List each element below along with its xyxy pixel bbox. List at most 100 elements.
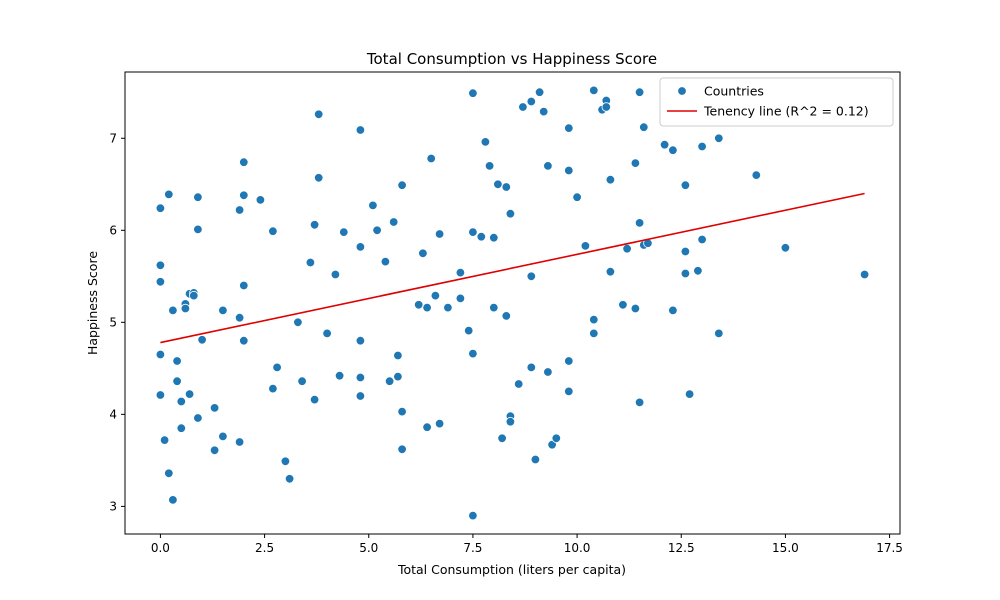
- scatter-point-30: [234, 437, 245, 447]
- scatter-point-70: [422, 422, 432, 432]
- scatter-point-43: [305, 257, 316, 268]
- scatter-point-6: [164, 189, 174, 200]
- scatter-point-57: [368, 200, 378, 211]
- scatter-point-53: [355, 242, 366, 252]
- scatter-point-50: [334, 371, 345, 381]
- scatter-point-81: [468, 348, 478, 359]
- scatter-point-15: [180, 303, 191, 314]
- x-tick-label: 7.5: [463, 541, 482, 555]
- scatter-point-131: [659, 139, 670, 150]
- scatter-point-108: [564, 165, 574, 176]
- scatter-point-123: [630, 158, 641, 168]
- scatter-point-88: [493, 179, 503, 190]
- scatter-point-59: [380, 256, 391, 267]
- scatter-point-4: [155, 390, 166, 400]
- scatter-point-124: [630, 303, 641, 314]
- scatter-point-34: [239, 336, 249, 346]
- scatter-point-2: [155, 277, 166, 287]
- scatter-point-86: [489, 232, 499, 243]
- x-tick-label: 5.0: [359, 541, 378, 555]
- scatter-point-47: [314, 173, 324, 183]
- scatter-point-27: [218, 431, 228, 442]
- scatter-point-7: [164, 468, 174, 479]
- scatter-point-135: [680, 246, 691, 257]
- scatter-point-36: [268, 226, 278, 236]
- scatter-point-29: [234, 313, 245, 323]
- scatter-point-90: [501, 182, 512, 192]
- scatter-point-78: [464, 325, 474, 336]
- trend-line: [160, 192, 865, 344]
- scatter-point-9: [168, 495, 178, 505]
- scatter-point-60: [384, 376, 395, 386]
- x-tick-label: 12.5: [668, 541, 695, 555]
- scatter-point-35: [255, 195, 266, 205]
- scatter-point-3: [155, 349, 166, 360]
- scatter-point-68: [418, 248, 428, 259]
- y-tick-label: 5: [109, 316, 117, 330]
- scatter-point-94: [505, 417, 516, 427]
- scatter-point-67: [414, 300, 424, 310]
- scatter-point-38: [272, 362, 282, 373]
- x-tick-label: 2.5: [255, 541, 274, 555]
- legend-countries-marker: [677, 86, 687, 96]
- scatter-point-61: [389, 217, 399, 227]
- scatter-point-122: [622, 243, 632, 254]
- scatter-point-49: [330, 269, 341, 280]
- scatter-point-13: [176, 423, 187, 433]
- scatter-point-69: [422, 302, 432, 313]
- scatter-point-65: [397, 406, 407, 417]
- scatter-point-42: [297, 376, 307, 386]
- scatter-point-54: [355, 336, 366, 346]
- points-layer: [155, 85, 870, 521]
- scatter-point-56: [355, 391, 366, 401]
- scatter-point-71: [426, 153, 436, 164]
- scatter-point-119: [605, 174, 616, 185]
- scatter-point-136: [680, 268, 691, 279]
- scatter-point-112: [580, 241, 591, 251]
- scatter-point-66: [397, 444, 407, 455]
- y-tick-label: 4: [109, 408, 117, 422]
- scatter-point-98: [526, 271, 537, 282]
- scatter-point-26: [218, 305, 228, 316]
- scatter-point-111: [572, 192, 582, 202]
- scatter-point-40: [284, 474, 295, 484]
- scatter-point-145: [859, 269, 870, 280]
- scatter-point-51: [339, 227, 349, 237]
- scatter-point-74: [434, 418, 445, 429]
- scatter-point-120: [605, 267, 616, 277]
- scatter-point-33: [239, 280, 249, 291]
- scatter-point-128: [639, 122, 649, 132]
- trend-layer: [160, 192, 865, 344]
- scatter-point-134: [680, 180, 691, 190]
- scatter-point-20: [193, 192, 203, 202]
- x-tick-label: 17.5: [876, 541, 903, 555]
- scatter-point-89: [497, 433, 507, 444]
- scatter-point-142: [714, 328, 724, 339]
- scatter-point-84: [480, 137, 491, 147]
- scatter-point-58: [372, 225, 382, 236]
- scatter-point-11: [172, 376, 182, 386]
- scatter-point-83: [476, 231, 487, 242]
- scatter-point-103: [543, 161, 553, 171]
- scatter-point-114: [589, 314, 599, 325]
- scatter-point-104: [543, 367, 553, 377]
- scatter-point-10: [172, 356, 182, 366]
- y-tick-label: 3: [109, 500, 117, 514]
- scatter-point-63: [393, 371, 403, 382]
- scatter-point-113: [589, 85, 599, 96]
- scatter-point-127: [634, 397, 645, 408]
- scatter-point-39: [280, 456, 291, 467]
- scatter-point-141: [714, 133, 724, 144]
- x-tick-label: 0.0: [151, 541, 170, 555]
- scatter-point-82: [468, 510, 478, 521]
- scatter-point-80: [468, 227, 478, 237]
- scatter-point-31: [239, 157, 249, 167]
- scatter-point-133: [668, 305, 678, 316]
- scatter-point-107: [564, 123, 574, 133]
- scatter-point-25: [209, 445, 220, 456]
- scatter-point-79: [468, 88, 478, 98]
- scatter-point-12: [176, 396, 187, 407]
- scatter-point-115: [589, 328, 599, 339]
- scatter-point-73: [434, 229, 445, 239]
